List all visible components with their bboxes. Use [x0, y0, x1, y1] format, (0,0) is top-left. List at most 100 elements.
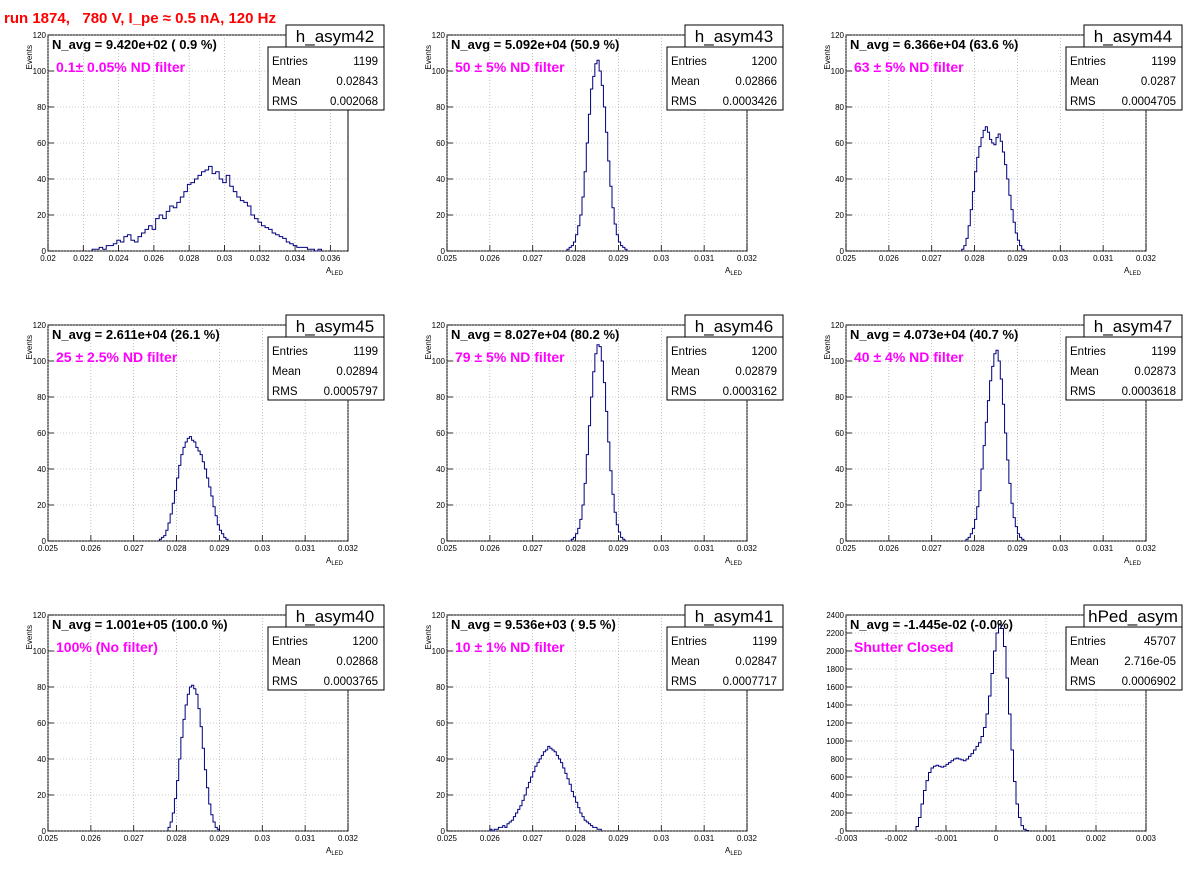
y-tick-label: 120: [831, 321, 845, 330]
stats-value-mean: 0.02847: [735, 656, 777, 668]
histogram-panel-h_asym41: 0.025 0.026 0.027 0.028 0.029 0.03 0.031 0.032 0…: [424, 604, 784, 857]
x-tick-label: -0.003: [835, 834, 858, 843]
x-tick-label: 0.025: [38, 834, 59, 843]
filter-annotation: 0.1± 0.05% ND filter: [56, 59, 186, 75]
filter-annotation: 100% (No filter): [56, 639, 158, 655]
x-tick-label: 0.027: [523, 834, 544, 843]
y-tick-label: 100: [432, 357, 446, 366]
histogram-panel-h_asym46: 0.025 0.026 0.027 0.028 0.029 0.03 0.031 0.032 0…: [424, 314, 784, 567]
filter-annotation: 63 ± 5% ND filter: [854, 59, 964, 75]
stats-title: h_asym46: [695, 317, 773, 336]
histogram-panel-h_asym42: 0.02 0.022 0.024 0.026 0.028 0.03 0.032 0.034 0.…: [25, 24, 385, 277]
x-tick-label: 0.02: [40, 254, 56, 263]
stats-title: h_asym44: [1094, 27, 1172, 46]
stats-value-entries: 1199: [1151, 56, 1176, 68]
y-tick-label: 100: [33, 647, 47, 656]
x-tick-label: 0.026: [81, 544, 102, 553]
y-tick-label: 200: [831, 809, 845, 818]
x-tick-label: 0.028: [167, 544, 188, 553]
y-tick-label: 60: [37, 719, 46, 728]
histogram-line: [566, 59, 628, 251]
y-tick-label: 120: [33, 31, 47, 40]
y-tick-label: 100: [33, 357, 47, 366]
y-tick-label: 40: [835, 465, 844, 474]
stats-title-box: [285, 24, 385, 48]
y-tick-label: 120: [432, 611, 446, 620]
x-tick-label: 0.031: [295, 544, 316, 553]
y-tick-label: 40: [436, 465, 445, 474]
x-tick-label: 0.029: [1007, 544, 1028, 553]
y-axis-title: Events: [424, 335, 433, 359]
x-tick-label: 0.031: [694, 544, 715, 553]
x-tick-label: 0.031: [1093, 544, 1114, 553]
y-tick-label: 2400: [826, 611, 844, 620]
stats-box: [1065, 46, 1183, 111]
x-tick-label: 0.03: [653, 834, 669, 843]
y-tick-label: 60: [835, 429, 844, 438]
navg-label: N_avg = 9.536e+03 ( 9.5 %): [451, 617, 616, 632]
filter-annotation: 10 ± 1% ND filter: [455, 639, 565, 655]
stats-title-box: [285, 314, 385, 338]
stats-title-box: [684, 24, 784, 48]
y-tick-label: 0: [840, 247, 845, 256]
histogram-line: [965, 349, 1025, 541]
y-tick-label: 120: [432, 321, 446, 330]
x-tick-label: 0.029: [608, 834, 629, 843]
x-tick-label: 0.026: [480, 544, 501, 553]
stats-label-rms: RMS: [272, 96, 298, 108]
stats-title-box: [1083, 604, 1183, 628]
stats-label-rms: RMS: [671, 386, 697, 398]
histogram-panel-h_asym43: 0.025 0.026 0.027 0.028 0.029 0.03 0.031 0.032 0…: [424, 24, 784, 277]
histogram-line: [570, 344, 626, 541]
stats-title-box: [1083, 314, 1183, 338]
x-tick-label: 0.027: [124, 544, 145, 553]
x-axis-title: ALED: [725, 556, 743, 567]
navg-label: N_avg = 4.073e+04 (40.7 %): [850, 327, 1018, 342]
x-tick-label: 0.028: [167, 834, 188, 843]
y-tick-label: 800: [831, 755, 845, 764]
x-tick-label: 0.026: [879, 544, 900, 553]
y-tick-label: 100: [432, 67, 446, 76]
y-tick-label: 40: [436, 755, 445, 764]
y-tick-label: 100: [831, 357, 845, 366]
stats-value-entries: 1200: [751, 56, 777, 68]
y-tick-label: 40: [37, 465, 46, 474]
stats-value-entries: 1199: [752, 636, 777, 648]
stats-label-mean: Mean: [671, 76, 700, 88]
x-tick-label: 0.025: [437, 254, 458, 263]
stats-title: h_asym43: [695, 27, 773, 46]
stats-label-mean: Mean: [272, 366, 301, 378]
filter-annotation: 40 ± 4% ND filter: [854, 349, 964, 365]
histogram-line: [961, 126, 1025, 251]
x-tick-label: 0.032: [250, 254, 271, 263]
y-tick-label: 100: [33, 67, 47, 76]
histogram-line: [915, 623, 1029, 832]
x-tick-label: 0.032: [737, 544, 758, 553]
x-axis-title: ALED: [326, 846, 344, 857]
stats-value-rms: 0.0003618: [1122, 386, 1176, 398]
stats-title: h_asym40: [296, 607, 374, 626]
stats-value-entries: 1200: [352, 636, 378, 648]
y-tick-label: 120: [33, 321, 47, 330]
stats-label-mean: Mean: [671, 656, 700, 668]
stats-box: [267, 46, 385, 111]
stats-value-entries: 1200: [751, 346, 777, 358]
stats-label-mean: Mean: [1070, 656, 1099, 668]
x-tick-label: 0.025: [836, 254, 857, 263]
x-axis-title: ALED: [725, 266, 743, 277]
stats-label-entries: Entries: [1070, 636, 1106, 648]
x-tick-label: 0.029: [1007, 254, 1028, 263]
x-tick-label: 0.032: [1136, 544, 1157, 553]
navg-label: N_avg = 5.092e+04 (50.9 %): [451, 37, 619, 52]
x-tick-label: 0.032: [338, 544, 359, 553]
y-tick-label: 60: [436, 719, 445, 728]
stats-value-mean: 0.02843: [336, 76, 378, 88]
x-tick-label: 0.024: [109, 254, 130, 263]
x-tick-label: 0.026: [480, 834, 501, 843]
x-tick-label: 0.032: [737, 254, 758, 263]
stats-label-mean: Mean: [272, 76, 301, 88]
stats-label-rms: RMS: [1070, 386, 1096, 398]
y-tick-label: 40: [37, 755, 46, 764]
y-tick-label: 60: [835, 139, 844, 148]
